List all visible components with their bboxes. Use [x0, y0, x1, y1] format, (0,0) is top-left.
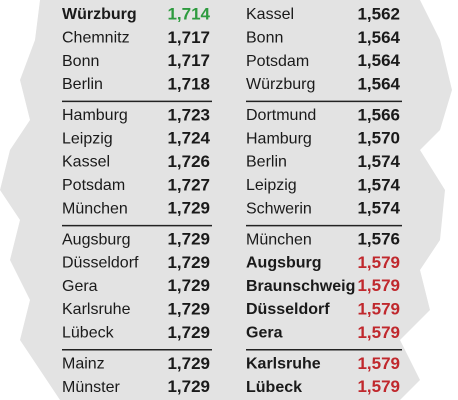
price: 1,579: [357, 276, 400, 295]
city-name: Münster: [62, 379, 120, 396]
city-name: Mainz: [62, 356, 105, 373]
city-name: Bonn: [62, 53, 99, 70]
city-name: Leipzig: [246, 177, 297, 194]
city-name: Hamburg: [246, 130, 312, 147]
price: 1,729: [167, 299, 210, 318]
city-name: Leipzig: [62, 130, 113, 147]
price: 1,723: [167, 105, 210, 124]
city-name: Karlsruhe: [246, 356, 321, 373]
price: 1,579: [357, 354, 400, 373]
city-name: Bonn: [246, 30, 283, 47]
price: 1,570: [357, 129, 400, 148]
city-name: Düsseldorf: [246, 301, 330, 318]
price: 1,574: [357, 175, 400, 194]
price: 1,564: [357, 51, 400, 70]
city-name: Berlin: [246, 154, 287, 171]
city-name: Gera: [62, 278, 98, 295]
price: 1,727: [167, 175, 210, 194]
city-name: Schwerin: [246, 200, 312, 217]
price: 1,564: [357, 74, 400, 93]
price: 1,579: [357, 299, 400, 318]
price: 1,726: [167, 152, 210, 171]
city-name: Potsdam: [62, 177, 125, 194]
price: 1,574: [357, 152, 400, 171]
city-name: Würzburg: [62, 6, 137, 23]
city-name: Lübeck: [246, 379, 302, 396]
price: 1,562: [357, 4, 400, 23]
price: 1,729: [167, 230, 210, 249]
city-name: München: [62, 200, 128, 217]
city-name: Chemnitz: [62, 30, 130, 47]
city-name: Gera: [246, 325, 283, 342]
city-name: Kassel: [62, 154, 110, 171]
price: 1,718: [167, 74, 210, 93]
price: 1,729: [167, 354, 210, 373]
city-name: Hamburg: [62, 107, 128, 124]
city-name: Dortmund: [246, 107, 316, 124]
price: 1,579: [357, 253, 400, 272]
price: 1,724: [167, 129, 210, 148]
city-name: Düsseldorf: [62, 255, 139, 272]
price: 1,729: [167, 377, 210, 396]
city-name: Potsdam: [246, 53, 309, 70]
city-name: Würzburg: [246, 76, 315, 93]
city-name: Karlsruhe: [62, 301, 131, 318]
price: 1,717: [167, 51, 210, 70]
city-name: Augsburg: [246, 255, 322, 272]
city-name: München: [246, 231, 312, 248]
price: 1,729: [167, 199, 210, 218]
city-name: Kassel: [246, 6, 294, 23]
city-name: Augsburg: [62, 231, 131, 248]
price: 1,714: [167, 4, 210, 23]
price: 1,576: [357, 230, 400, 249]
price: 1,579: [357, 377, 400, 396]
price: 1,717: [167, 28, 210, 47]
price: 1,729: [167, 323, 210, 342]
city-name: Braunschweig: [246, 278, 355, 295]
price: 1,566: [357, 105, 400, 124]
city-name: Lübeck: [62, 325, 115, 342]
price: 1,574: [357, 199, 400, 218]
price: 1,729: [167, 253, 210, 272]
price: 1,579: [357, 323, 400, 342]
price: 1,729: [167, 276, 210, 295]
price: 1,564: [357, 28, 400, 47]
city-name: Berlin: [62, 76, 103, 93]
